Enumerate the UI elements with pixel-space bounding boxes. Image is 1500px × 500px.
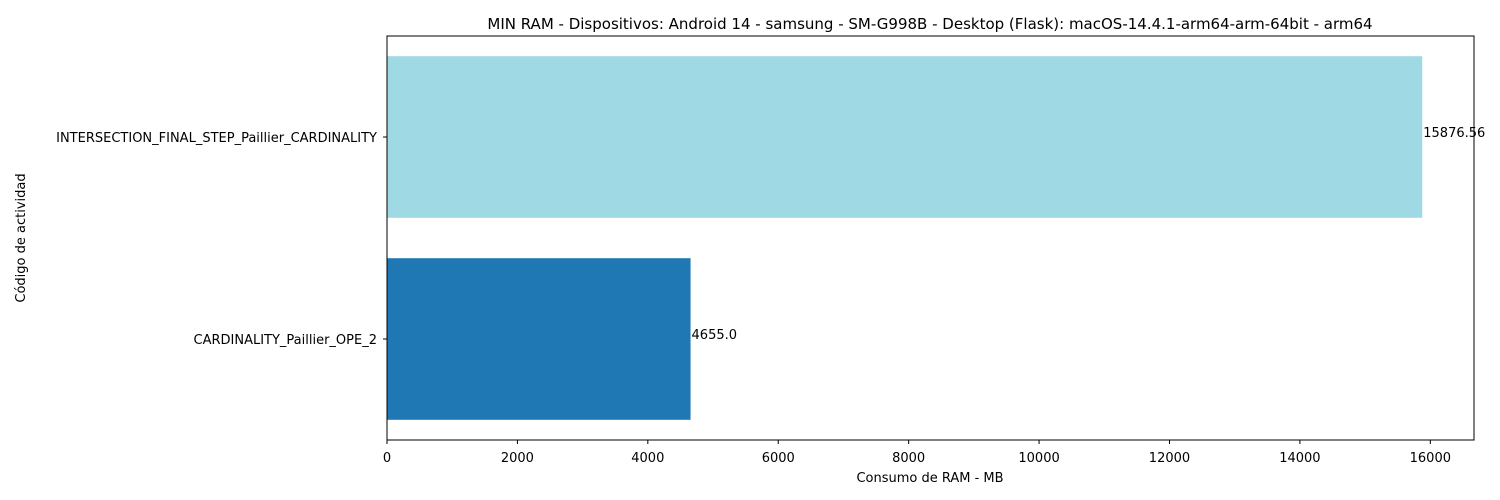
y-category-labels: INTERSECTION_FINAL_STEP_Paillier_CARDINA… <box>56 131 387 348</box>
x-tick-label: 4000 <box>631 451 664 466</box>
y-category-label: INTERSECTION_FINAL_STEP_Paillier_CARDINA… <box>56 131 377 146</box>
x-tick-labels: 0 2000 4000 6000 8000 10000 12000 14000 16000 <box>383 440 1451 466</box>
x-tick-label: 16000 <box>1410 451 1451 466</box>
bar-value-label: 4655.0 <box>692 328 738 343</box>
x-tick-label: 0 <box>383 451 391 466</box>
bar-1 <box>387 258 691 420</box>
x-tick-label: 2000 <box>501 451 534 466</box>
x-axis-label: Consumo de RAM - MB <box>856 471 1003 486</box>
chart-title: MIN RAM - Dispositivos: Android 14 - sam… <box>487 15 1372 33</box>
plot-frame <box>386 35 1475 441</box>
y-category-label: CARDINALITY_Paillier_OPE_2 <box>194 333 378 348</box>
x-tick-label: 6000 <box>762 451 795 466</box>
x-tick-label: 14000 <box>1279 451 1320 466</box>
y-axis-label: Código de actividad <box>14 173 29 302</box>
bar-value-label: 15876.56 <box>1423 126 1485 141</box>
x-tick-label: 10000 <box>1018 451 1059 466</box>
bar-0 <box>387 56 1423 218</box>
bars-group <box>387 56 1423 420</box>
value-labels: 15876.56 4655.0 <box>692 126 1486 343</box>
x-tick-label: 12000 <box>1149 451 1190 466</box>
x-tick-label: 8000 <box>892 451 925 466</box>
